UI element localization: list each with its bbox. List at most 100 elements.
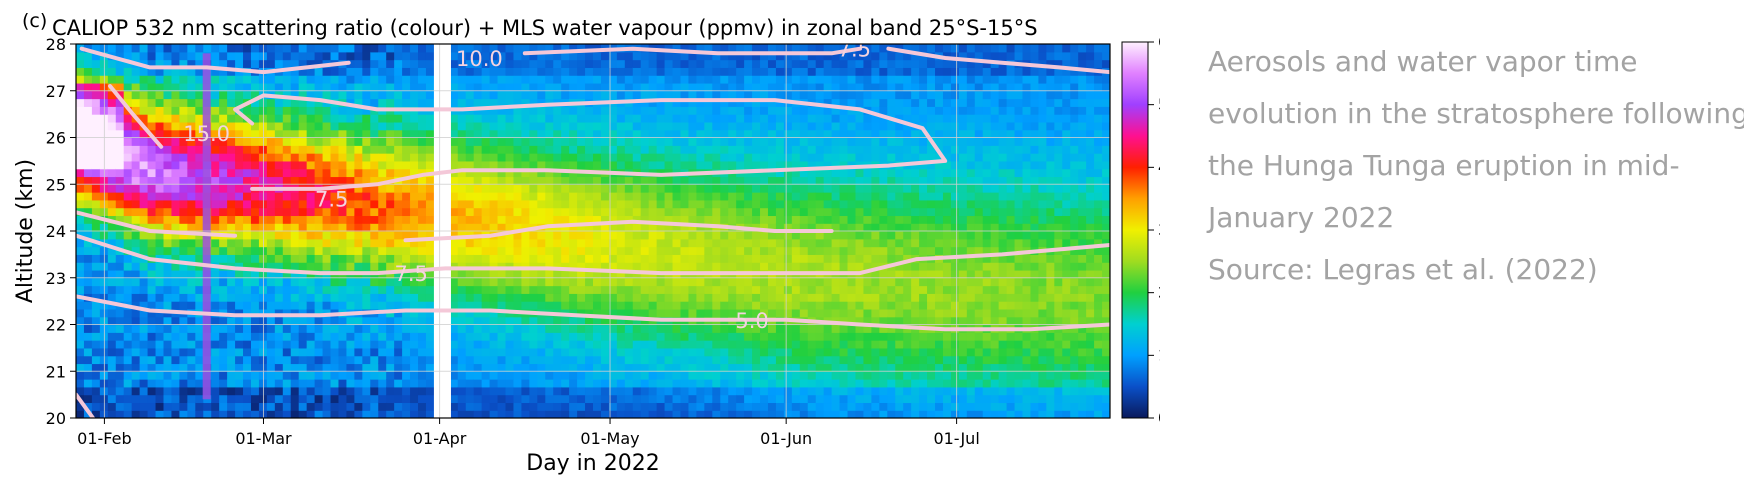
heatmap-cell bbox=[346, 254, 355, 263]
heatmap-cell bbox=[537, 192, 546, 201]
heatmap-cell bbox=[640, 402, 650, 411]
heatmap-cell bbox=[235, 355, 244, 365]
heatmap-cell bbox=[131, 106, 141, 115]
heatmap-cell bbox=[513, 145, 523, 154]
heatmap-cell bbox=[775, 75, 785, 84]
heatmap-cell bbox=[219, 145, 228, 154]
heatmap-cell bbox=[767, 176, 777, 185]
heatmap-cell bbox=[783, 231, 793, 240]
heatmap-cell bbox=[895, 215, 904, 224]
heatmap-cell bbox=[274, 145, 284, 154]
heatmap-cell bbox=[314, 223, 324, 232]
heatmap-cell bbox=[163, 402, 173, 411]
heatmap-cell bbox=[489, 145, 499, 154]
heatmap-cell bbox=[163, 223, 173, 232]
heatmap-cell bbox=[553, 332, 562, 341]
heatmap-cell bbox=[728, 332, 737, 341]
heatmap-cell bbox=[624, 199, 634, 209]
heatmap-cell bbox=[775, 114, 785, 123]
heatmap-cell bbox=[895, 262, 904, 271]
heatmap-cell bbox=[362, 114, 371, 123]
heatmap-cell bbox=[577, 153, 586, 162]
heatmap-cell bbox=[465, 82, 475, 92]
heatmap-cell bbox=[752, 347, 761, 357]
heatmap-cell bbox=[513, 262, 523, 271]
heatmap-cell bbox=[545, 402, 554, 411]
heatmap-cell bbox=[425, 347, 435, 357]
heatmap-cell bbox=[338, 168, 348, 178]
heatmap-cell bbox=[195, 386, 204, 396]
heatmap-cell bbox=[799, 324, 809, 333]
heatmap-cell bbox=[879, 324, 888, 333]
heatmap-cell bbox=[720, 246, 729, 255]
heatmap-cell bbox=[640, 363, 650, 372]
heatmap-cell bbox=[219, 199, 228, 209]
heatmap-cell bbox=[187, 262, 196, 271]
heatmap-cell bbox=[815, 324, 825, 333]
heatmap-cell bbox=[481, 340, 491, 349]
heatmap-cell bbox=[879, 332, 888, 341]
heatmap-cell bbox=[314, 114, 324, 123]
heatmap-cell bbox=[314, 153, 324, 162]
heatmap-cell bbox=[465, 402, 475, 411]
heatmap-cell bbox=[513, 215, 523, 224]
heatmap-cell bbox=[322, 176, 332, 185]
heatmap-cell bbox=[783, 168, 793, 178]
heatmap-cell bbox=[545, 44, 554, 53]
heatmap-cell bbox=[529, 262, 538, 271]
heatmap-cell bbox=[139, 238, 149, 248]
heatmap-cell bbox=[569, 137, 578, 146]
heatmap-cell bbox=[752, 82, 761, 92]
heatmap-cell bbox=[346, 371, 355, 380]
heatmap-cell bbox=[815, 121, 825, 131]
heatmap-cell bbox=[688, 137, 697, 146]
heatmap-cell bbox=[680, 59, 690, 68]
heatmap-cell bbox=[775, 59, 785, 68]
heatmap-cell bbox=[505, 285, 515, 294]
heatmap-cell bbox=[871, 75, 880, 84]
heatmap-cell bbox=[831, 285, 841, 294]
heatmap-cell bbox=[187, 394, 196, 404]
heatmap-cell bbox=[410, 176, 419, 185]
heatmap-cell bbox=[163, 238, 173, 248]
heatmap-cell bbox=[410, 168, 419, 178]
heatmap-cell bbox=[274, 106, 284, 115]
heatmap-cell bbox=[91, 324, 101, 333]
heatmap-cell bbox=[640, 355, 650, 365]
heatmap-cell bbox=[871, 254, 880, 263]
heatmap-cell bbox=[513, 277, 523, 287]
heatmap-cell bbox=[76, 371, 85, 380]
heatmap-cell bbox=[346, 114, 355, 123]
heatmap-cell bbox=[378, 90, 387, 100]
heatmap-cell bbox=[274, 386, 284, 396]
heatmap-cell bbox=[131, 231, 141, 240]
heatmap-cell bbox=[815, 44, 825, 53]
heatmap-cell bbox=[378, 379, 387, 388]
heatmap-cell bbox=[600, 410, 610, 418]
heatmap-cell bbox=[696, 176, 705, 185]
heatmap-cell bbox=[513, 379, 523, 388]
heatmap-cell bbox=[664, 363, 674, 372]
heatmap-cell bbox=[569, 340, 578, 349]
heatmap-cell bbox=[266, 394, 276, 404]
heatmap-cell bbox=[624, 386, 634, 396]
heatmap-cell bbox=[314, 293, 324, 302]
heatmap-cell bbox=[505, 137, 515, 146]
heatmap-cell bbox=[537, 44, 546, 53]
heatmap-cell bbox=[163, 215, 173, 224]
heatmap-cell bbox=[879, 44, 888, 53]
heatmap-cell bbox=[593, 246, 602, 255]
heatmap-cell bbox=[171, 410, 180, 418]
heatmap-cell bbox=[855, 184, 865, 193]
heatmap-cell bbox=[624, 184, 634, 193]
heatmap-cell bbox=[171, 98, 180, 107]
heatmap-cell bbox=[775, 192, 785, 201]
heatmap-cell bbox=[545, 192, 554, 201]
heatmap-cell bbox=[521, 168, 530, 178]
heatmap-cell bbox=[783, 114, 793, 123]
heatmap-cell bbox=[131, 168, 141, 178]
heatmap-cell bbox=[449, 262, 459, 271]
heatmap-cell bbox=[720, 293, 729, 302]
heatmap-cell bbox=[83, 238, 93, 248]
heatmap-cell bbox=[513, 192, 523, 201]
